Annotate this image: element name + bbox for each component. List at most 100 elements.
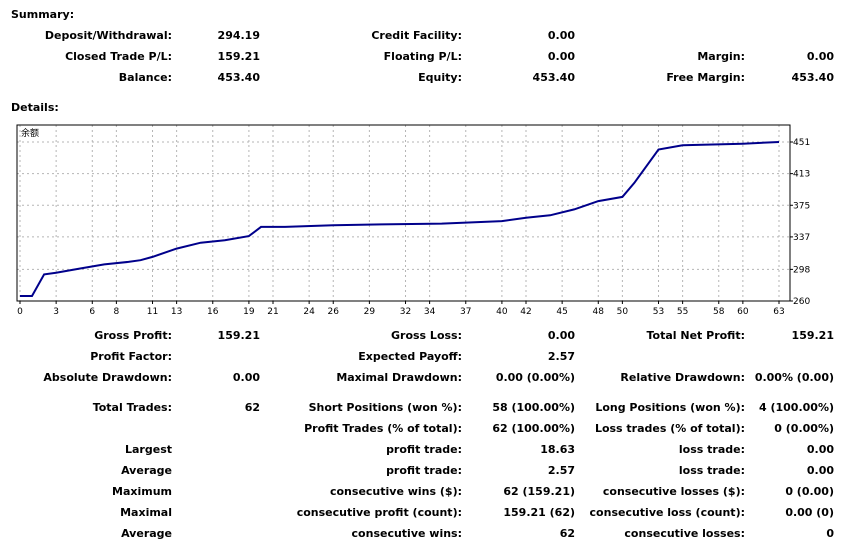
y-tick-label: 413 (793, 170, 810, 180)
y-tick-label: 298 (793, 265, 810, 275)
stat-label: Largest (125, 443, 172, 456)
stat-label: Relative Drawdown: (620, 371, 745, 384)
x-tick-label: 45 (556, 307, 567, 317)
x-tick-label: 3 (53, 307, 59, 317)
stat-label: Maximum (112, 485, 172, 498)
stat-value: 0 (0.00) (785, 485, 834, 498)
equity-label: Equity: (418, 71, 462, 84)
x-tick-label: 63 (773, 307, 784, 317)
stat-value: 0.00 (547, 329, 575, 342)
stat-label: Absolute Drawdown: (43, 371, 172, 384)
balance-chart: 451 413 375 337 298 260 0 3 6 8 11 13 16 19 21 24 26 29 3… (16, 124, 810, 317)
stat-label: Maximal Drawdown: (336, 371, 462, 384)
stat-label: Short Positions (won %): (308, 401, 462, 414)
y-tick-label: 375 (793, 201, 810, 211)
stat-label: consecutive losses: (624, 527, 745, 540)
stat-label: loss trade: (678, 464, 745, 477)
stat-value: 2.57 (547, 350, 575, 363)
stat-value: 159.21 (791, 329, 834, 342)
stat-label: profit trade: (386, 464, 462, 477)
credit-value: 0.00 (547, 29, 575, 42)
x-tick-label: 26 (328, 307, 340, 317)
y-axis-ticks: 451 413 375 337 298 260 (790, 138, 810, 307)
chart-grid (17, 125, 790, 301)
stat-value: 18.63 (540, 443, 575, 456)
stat-value: 0.00 (232, 371, 260, 384)
stat-value: 0.00 (806, 443, 834, 456)
margin-label: Margin: (697, 50, 745, 63)
credit-label: Credit Facility: (371, 29, 462, 42)
x-tick-label: 48 (593, 307, 605, 317)
stat-value: 159.21 (217, 329, 260, 342)
stat-label: Expected Payoff: (358, 350, 462, 363)
stat-value: 4 (100.00%) (758, 401, 834, 414)
x-tick-label: 16 (207, 307, 219, 317)
x-tick-label: 34 (424, 307, 436, 317)
stat-label: consecutive losses ($): (602, 485, 745, 498)
stat-value: 0.00 (0) (785, 506, 834, 519)
stat-label: profit trade: (386, 443, 462, 456)
chart-legend: 余额 (21, 127, 39, 139)
stat-label: Total Net Profit: (646, 329, 746, 342)
summary-heading: Summary: (11, 8, 75, 21)
stat-label: consecutive profit (count): (296, 506, 462, 519)
stat-value: 0 (0.00%) (774, 422, 834, 435)
equity-value: 453.40 (532, 71, 575, 84)
x-tick-label: 60 (737, 307, 749, 317)
stat-value: 0.00% (0.00) (754, 371, 834, 384)
x-tick-label: 32 (400, 307, 411, 317)
stat-label: consecutive loss (count): (589, 506, 745, 519)
stat-label: consecutive wins ($): (329, 485, 462, 498)
deposit-value: 294.19 (217, 29, 260, 42)
stat-value: 159.21 (62) (503, 506, 575, 519)
stat-value: 0.00 (806, 464, 834, 477)
stat-value: 62 (244, 401, 260, 414)
stat-label: Profit Trades (% of total): (304, 422, 462, 435)
y-tick-label: 451 (793, 138, 810, 148)
stat-label: Total Trades: (92, 401, 172, 414)
stat-label: Gross Loss: (391, 329, 462, 342)
balance-value: 453.40 (217, 71, 260, 84)
x-tick-label: 11 (147, 307, 158, 317)
closed-pl-value: 159.21 (217, 50, 260, 63)
chart-frame (16, 124, 791, 302)
x-tick-label: 55 (677, 307, 688, 317)
details-heading: Details: (11, 101, 59, 114)
x-tick-label: 40 (496, 307, 508, 317)
margin-value: 0.00 (806, 50, 834, 63)
stat-label: Gross Profit: (94, 329, 172, 342)
x-tick-label: 13 (171, 307, 182, 317)
x-tick-label: 21 (267, 307, 278, 317)
stat-value: 62 (559, 527, 575, 540)
stat-label: loss trade: (678, 443, 745, 456)
x-tick-label: 0 (17, 307, 23, 317)
y-tick-label: 337 (793, 233, 810, 243)
x-tick-label: 53 (653, 307, 664, 317)
stat-label: Average (121, 527, 172, 540)
x-axis-ticks: 0 3 6 8 11 13 16 19 21 24 26 29 32 34 37 40 42 45 48 50 53 55… (17, 301, 785, 317)
x-tick-label: 37 (460, 307, 471, 317)
free-margin-label: Free Margin: (666, 71, 745, 84)
stat-value: 0.00 (0.00%) (495, 371, 575, 384)
x-tick-label: 50 (617, 307, 629, 317)
stat-value: 2.57 (547, 464, 575, 477)
floating-pl-value: 0.00 (547, 50, 575, 63)
x-tick-label: 6 (89, 307, 95, 317)
x-tick-label: 58 (713, 307, 725, 317)
deposit-label: Deposit/Withdrawal: (44, 29, 172, 42)
stat-label: Profit Factor: (90, 350, 172, 363)
x-tick-label: 29 (364, 307, 376, 317)
stat-value: 0 (826, 527, 834, 540)
x-tick-label: 42 (520, 307, 531, 317)
x-tick-label: 8 (114, 307, 120, 317)
y-tick-label: 260 (793, 297, 810, 307)
stat-label: Long Positions (won %): (595, 401, 745, 414)
stat-value: 58 (100.00%) (492, 401, 575, 414)
free-margin-value: 453.40 (791, 71, 834, 84)
stat-label: Maximal (120, 506, 172, 519)
floating-pl-label: Floating P/L: (383, 50, 462, 63)
balance-series-line (20, 141, 780, 297)
stat-label: consecutive wins: (351, 527, 462, 540)
stat-value: 62 (159.21) (503, 485, 575, 498)
stat-label: Average (121, 464, 172, 477)
